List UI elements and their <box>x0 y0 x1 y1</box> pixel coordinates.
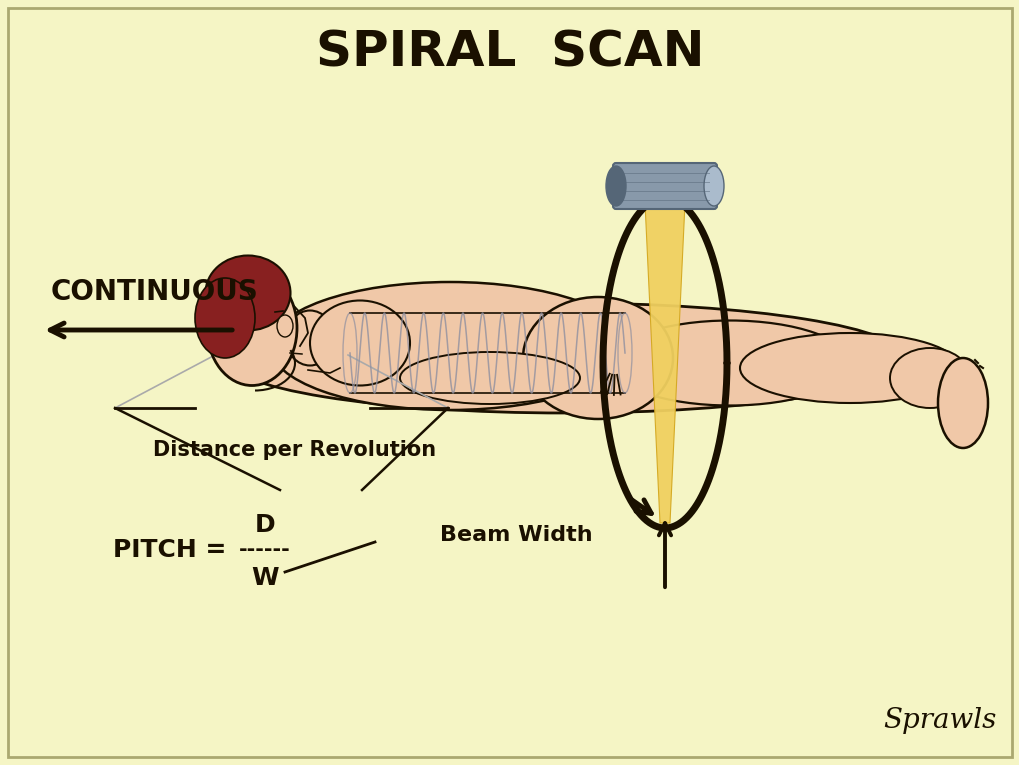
Text: D: D <box>255 513 275 537</box>
Polygon shape <box>644 203 685 523</box>
Ellipse shape <box>605 166 626 206</box>
Text: ------: ------ <box>238 540 290 560</box>
Text: W: W <box>251 566 278 590</box>
Text: Sprawls: Sprawls <box>882 707 996 734</box>
Ellipse shape <box>285 311 333 366</box>
Ellipse shape <box>399 352 580 404</box>
FancyBboxPatch shape <box>612 163 716 209</box>
Text: CONTINUOUS: CONTINUOUS <box>51 278 259 306</box>
Ellipse shape <box>270 282 630 410</box>
Ellipse shape <box>310 301 410 386</box>
Ellipse shape <box>937 358 987 448</box>
Ellipse shape <box>703 166 723 206</box>
Ellipse shape <box>523 297 673 419</box>
Ellipse shape <box>277 315 292 337</box>
Text: PITCH =: PITCH = <box>113 538 234 562</box>
Text: Beam Width: Beam Width <box>439 525 592 545</box>
Ellipse shape <box>609 321 849 405</box>
Ellipse shape <box>739 333 959 403</box>
Text: Distance per Revolution: Distance per Revolution <box>153 440 436 460</box>
Text: SPIRAL  SCAN: SPIRAL SCAN <box>316 28 703 76</box>
Ellipse shape <box>195 278 255 358</box>
Ellipse shape <box>225 303 904 413</box>
Ellipse shape <box>890 348 969 408</box>
Ellipse shape <box>207 271 297 386</box>
Ellipse shape <box>205 256 290 330</box>
